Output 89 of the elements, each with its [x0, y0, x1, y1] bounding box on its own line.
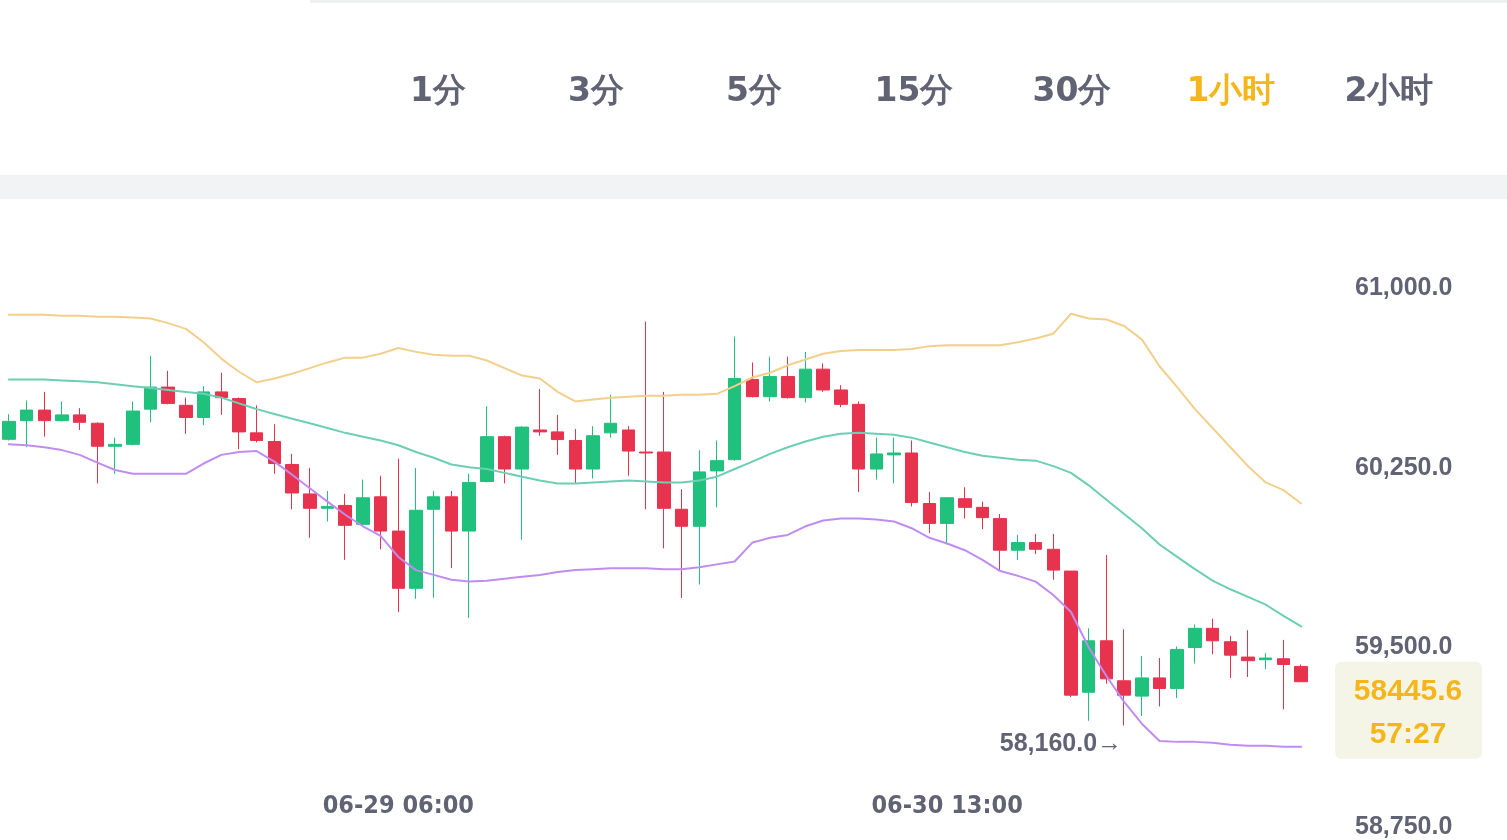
y-tick-label: 61,000.0 — [1355, 272, 1453, 300]
candlestick — [569, 428, 582, 484]
candlestick — [179, 397, 193, 435]
candlestick — [303, 467, 317, 539]
candlestick — [108, 437, 122, 475]
candlestick — [445, 490, 458, 569]
candlestick — [1011, 534, 1025, 561]
line-series — [7, 312, 1303, 505]
candlestick — [1170, 646, 1184, 699]
candlestick — [799, 351, 812, 403]
candlestick — [38, 391, 51, 438]
candlestick — [480, 405, 494, 483]
candlestick — [551, 414, 564, 456]
candlestick — [1153, 657, 1166, 707]
candlestick — [870, 437, 883, 481]
candlestick — [763, 356, 777, 402]
text: 57:27 — [1369, 716, 1447, 750]
y-tick-label: 59,500.0 — [1355, 631, 1453, 660]
candlestick — [887, 437, 901, 484]
candlestick — [498, 435, 511, 484]
candlestick — [1029, 533, 1042, 555]
candlestick — [675, 488, 688, 599]
candlestick — [91, 421, 104, 484]
candlestick — [622, 425, 635, 477]
candlestick — [923, 491, 936, 534]
text: 1小时 — [1186, 69, 1276, 111]
candlestick — [268, 423, 281, 475]
annotation: 58,160.0→ — [999, 728, 1123, 757]
candlestick — [2, 413, 16, 442]
text: 3分 — [568, 69, 624, 111]
candlestick — [533, 388, 547, 437]
text: 30分 — [1032, 69, 1112, 111]
candlestick — [1064, 570, 1078, 698]
candlestick — [693, 449, 706, 585]
candlestick — [1117, 628, 1131, 727]
text: 58445.6 — [1353, 673, 1463, 707]
candlestick — [728, 336, 741, 462]
candlestick — [144, 355, 157, 423]
candlestick — [1277, 639, 1290, 710]
candlestick — [976, 501, 989, 530]
candlestick — [993, 513, 1007, 572]
candlestick — [657, 391, 671, 549]
y-tick-label: 58,750.0 — [1355, 811, 1453, 839]
candlestick — [604, 394, 617, 439]
candlestick — [73, 407, 86, 431]
text: 15分 — [874, 69, 954, 111]
candlestick — [374, 475, 387, 550]
y-tick-label: 60,250.0 — [1355, 451, 1453, 480]
candlestick — [20, 400, 33, 448]
candlestick — [1100, 554, 1113, 685]
candlestick — [905, 440, 918, 507]
candlestick — [710, 440, 724, 508]
candlestick — [940, 497, 954, 545]
line-series — [7, 378, 1303, 628]
candlestick — [1082, 627, 1095, 722]
candlestick — [639, 320, 653, 510]
candlestick — [462, 473, 476, 619]
candlestick — [958, 486, 972, 520]
candlestick — [1259, 652, 1272, 670]
candlestick — [852, 400, 865, 493]
candlestick — [1206, 618, 1219, 655]
candlestick — [515, 425, 529, 541]
candlestick — [1224, 635, 1237, 679]
candlestick — [285, 453, 299, 510]
candlestick — [834, 384, 848, 408]
candlestick — [321, 490, 334, 522]
candlestick — [586, 425, 600, 480]
candlestick — [232, 396, 246, 450]
text: 5分 — [726, 69, 782, 111]
candlestick — [1294, 664, 1308, 683]
candlestick — [427, 490, 440, 599]
x-tick-label: 06-30 13:00 — [871, 790, 1023, 819]
candlestick — [197, 385, 210, 426]
candlestick — [409, 467, 423, 600]
candlestick — [250, 404, 263, 443]
candlestick — [1188, 623, 1202, 665]
candlestick — [126, 400, 140, 446]
candlestick — [816, 362, 830, 393]
candlestick — [1135, 655, 1149, 717]
candlestick — [1241, 629, 1255, 678]
candlestick — [1047, 533, 1060, 581]
candlestick — [781, 356, 795, 400]
x-tick-label: 06-29 06:00 — [322, 790, 474, 819]
candlestick — [746, 361, 759, 398]
text: 1分 — [410, 69, 466, 111]
candlestick — [55, 400, 69, 422]
candlestick — [356, 479, 370, 527]
candlestick — [392, 458, 405, 613]
text: 2小时 — [1344, 69, 1434, 111]
